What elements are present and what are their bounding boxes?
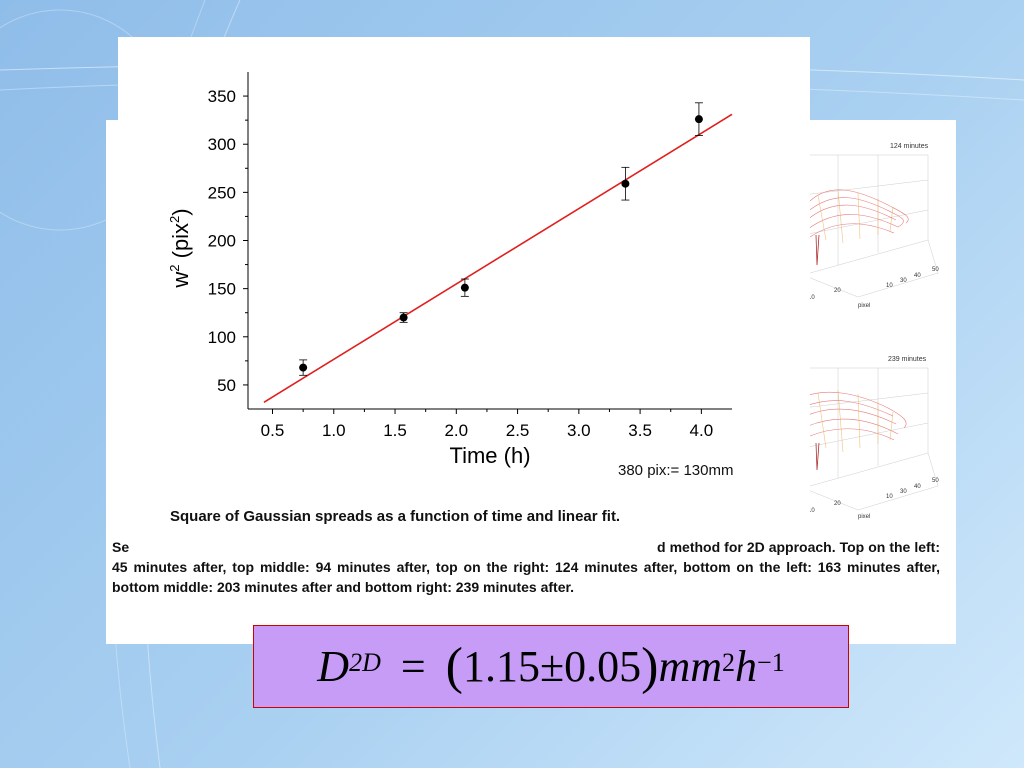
surface-tick: 50 <box>932 478 939 484</box>
surface-mesh <box>802 154 939 298</box>
surface-tick: 20 <box>834 501 841 507</box>
x-tick-label: 1.0 <box>322 421 346 440</box>
surface-tick: 10 <box>808 295 815 301</box>
surface-tick: 20 <box>834 288 841 294</box>
data-point <box>299 363 308 372</box>
fit-line <box>263 113 733 403</box>
x-tick-label: 2.5 <box>506 421 530 440</box>
surface-axis-label: pixel <box>858 514 871 520</box>
y-tick-label: 200 <box>208 232 236 251</box>
formula-pm: ± <box>540 642 565 691</box>
surface-plot-239: 239 minutes 10 20 pixel 10 30 40 50 <box>798 348 948 523</box>
y-tick-label: 250 <box>208 183 236 202</box>
scatter-chart: 0.5 1.0 1.5 2.0 2.5 3.0 3.5 4.0 50 100 150 200 250 3… <box>167 72 733 468</box>
data-point <box>694 115 703 124</box>
x-tick-label: 3.5 <box>628 421 652 440</box>
x-tick-label: 3.0 <box>567 421 591 440</box>
figure-caption: Se d method for 2D approach. Top on the … <box>112 539 940 595</box>
chart-caption: Square of Gaussian spreads as a function… <box>170 508 621 525</box>
data-point <box>399 313 408 322</box>
surface-tick: 40 <box>914 484 921 490</box>
formula-unit-h: h <box>735 642 758 691</box>
formula-close-paren: ) <box>641 638 659 695</box>
x-tick-label: 4.0 <box>690 421 714 440</box>
data-point <box>621 179 630 188</box>
formula-symbol: D <box>317 642 350 691</box>
formula-unit-h-sup: −1 <box>757 647 785 677</box>
formula-unit-mm: mm <box>658 642 723 691</box>
x-tick-label: 2.0 <box>444 421 468 440</box>
surface-title: 239 minutes <box>888 356 927 363</box>
surface-tick: 10 <box>808 508 815 514</box>
y-tick-label: 300 <box>208 135 236 154</box>
y-axis-label: w2 (pix2) <box>167 208 193 288</box>
x-ticks: 0.5 1.0 1.5 2.0 2.5 3.0 3.5 4.0 <box>261 409 714 440</box>
surface-tick: 30 <box>900 278 907 284</box>
surface-tick: 40 <box>914 273 921 279</box>
y-ticks: 50 100 150 200 250 300 350 <box>208 87 248 395</box>
y-tick-label: 50 <box>217 376 236 395</box>
x-axis-label: Time (h) <box>449 443 530 468</box>
y-tick-label: 100 <box>208 328 236 347</box>
formula-symbol-sup: 2D <box>349 647 381 677</box>
diffusion-formula: D 2D = (1.15 ±0.05) mm 2 h −1 <box>253 625 849 708</box>
surface-axis-label: pixel <box>858 303 871 309</box>
formula-open-paren: ( <box>445 638 463 695</box>
formula-value: 1.15 <box>463 642 540 691</box>
y-tick-label: 150 <box>208 280 236 299</box>
data-point <box>460 283 469 292</box>
y-tick-label: 350 <box>208 87 236 106</box>
formula-error: 0.05 <box>564 642 642 691</box>
surface-title: 124 minutes <box>890 143 929 150</box>
x-tick-label: 0.5 <box>261 421 285 440</box>
scale-note: 380 pix:= 130mm <box>618 462 734 479</box>
formula-unit-mm-sup: 2 <box>722 647 736 677</box>
surface-tick: 10 <box>886 494 893 500</box>
formula-equals: = <box>400 642 426 691</box>
surface-tick: 30 <box>900 489 907 495</box>
surface-tick: 10 <box>886 283 893 289</box>
surface-plot-124: 124 minutes 10 20 pixel 10 30 40 50 <box>798 135 948 310</box>
data-points <box>299 102 703 376</box>
surface-tick: 50 <box>932 267 939 273</box>
x-tick-label: 1.5 <box>383 421 407 440</box>
